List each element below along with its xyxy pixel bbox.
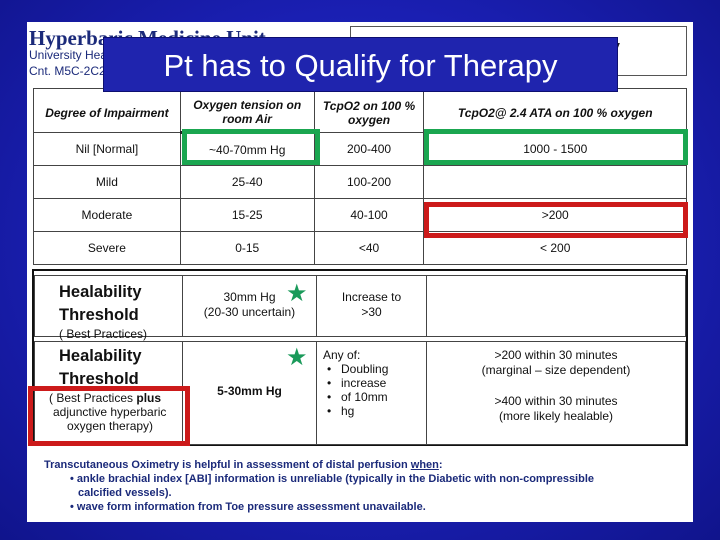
highlight-box-ata-moderate [424, 202, 688, 238]
subtitle-text: ( Best Practices [49, 391, 137, 405]
threshold-subtitle: ( Best Practices) [59, 327, 148, 341]
table-cell: 200-400 [313, 132, 425, 166]
list-item-text: hg [341, 404, 355, 418]
table-row: Mild 25-40 100-200 [33, 165, 687, 199]
threshold-label-cell: Healability Threshold ( Best Practices) [35, 276, 183, 341]
unit-location: Cnt. M5C-2C2 [29, 64, 106, 78]
footnote-item: • ankle brachial index [ABI] information… [70, 473, 595, 485]
any-of-label: Any of: [323, 348, 361, 362]
threshold-tension-cell: 5-30mm Hg [183, 342, 317, 444]
threshold-ata-cell: >200 within 30 minutes (marginal – size … [427, 342, 685, 444]
threshold-tcpo2: Increase to [341, 290, 402, 304]
threshold-title: Healability [59, 283, 142, 301]
ata-note: (more likely healable) [498, 409, 614, 423]
footnote-item: • wave form information from Toe pressur… [70, 501, 426, 513]
highlight-box-hbo-label [28, 386, 190, 446]
unit-university: University Hea [29, 48, 108, 62]
table-cell: 100-200 [313, 165, 425, 199]
threshold-tension: 30mm Hg [223, 290, 276, 304]
footnote: Transcutaneous Oximetry is helpful in as… [44, 458, 684, 514]
table-cell: 40-100 [313, 198, 425, 232]
list-item-continuation: of 10mm [323, 390, 426, 404]
table-cell: 0-15 [179, 231, 315, 265]
table-cell: 25-40 [179, 165, 315, 199]
column-header: Oxygen tension on room Air [179, 88, 315, 134]
threshold-subtitle: ( Best Practices plus [35, 391, 182, 405]
table-cell: Moderate [33, 198, 181, 232]
threshold-tcpo2-cell: Increase to >30 [317, 276, 427, 336]
table-row: Severe 0-15 <40 < 200 [33, 231, 687, 265]
threshold-tension: 5-30mm Hg [217, 384, 282, 398]
threshold-title: Healability [59, 347, 142, 365]
ata-criterion: >400 within 30 minutes [494, 394, 618, 408]
title-banner: Pt has to Qualify for Therapy [103, 37, 618, 92]
list-item: increase [323, 376, 426, 390]
ata-criterion: >200 within 30 minutes [494, 348, 618, 362]
list-item-text: of 10mm [341, 390, 388, 404]
document-page: Hyperbaric Medicine Unit University Hea … [27, 22, 693, 522]
threshold-tension-note: (20-30 uncertain) [203, 305, 296, 319]
threshold-row-hbo: Healability Threshold ( Best Practices p… [34, 341, 686, 445]
ata-note: (marginal – size dependent) [481, 363, 631, 377]
impairment-table: Degree of Impairment Oxygen tension on r… [33, 88, 687, 265]
threshold-ata-cell [427, 276, 685, 336]
footnote-colon: : [438, 459, 443, 471]
criteria-list: Doubling increase of 10mm hg [323, 362, 426, 418]
highlight-box-room-air-normal [182, 129, 320, 165]
table-cell: Nil [Normal] [33, 132, 181, 166]
table-cell: Mild [33, 165, 181, 199]
table-header-row: Degree of Impairment Oxygen tension on r… [33, 88, 687, 134]
table-cell: Severe [33, 231, 181, 265]
subtitle-bold: plus [136, 391, 162, 405]
highlight-box-ata-normal [424, 129, 688, 165]
list-item: Doubling [323, 362, 426, 376]
threshold-tcpo2: >30 [361, 305, 382, 319]
footnote-title: Transcutaneous Oximetry is helpful in as… [44, 458, 684, 472]
star-icon: ★ [286, 344, 308, 371]
table-cell: 15-25 [179, 198, 315, 232]
column-header: TcpO2@ 2.4 ATA on 100 % oxygen [423, 88, 687, 133]
threshold-title: Threshold [59, 306, 139, 324]
footnote-when: when [410, 459, 439, 471]
threshold-tcpo2-cell: Any of: Doubling increase of 10mm hg [317, 342, 427, 444]
list-item-continuation: hg [323, 404, 426, 418]
threshold-row-best-practices: Healability Threshold ( Best Practices) … [34, 275, 686, 341]
table-cell: <40 [313, 231, 425, 265]
threshold-tension-cell: 30mm Hg (20-30 uncertain) [183, 276, 317, 336]
healability-section: Healability Threshold ( Best Practices) … [32, 269, 688, 446]
threshold-subtitle: oxygen therapy) [67, 419, 154, 433]
footnote-item-continuation: calcified vessels). [78, 487, 172, 499]
column-header: TcpO2 on 100 % oxygen [313, 88, 425, 133]
star-icon: ★ [286, 280, 308, 307]
threshold-title: Threshold [59, 370, 139, 388]
threshold-label-cell: Healability Threshold ( Best Practices p… [35, 342, 183, 444]
column-header: Degree of Impairment [33, 88, 181, 133]
table-cell [423, 165, 687, 199]
footnote-lead: Transcutaneous Oximetry is helpful in as… [44, 459, 411, 471]
threshold-subtitle: adjunctive hyperbaric [53, 405, 167, 419]
